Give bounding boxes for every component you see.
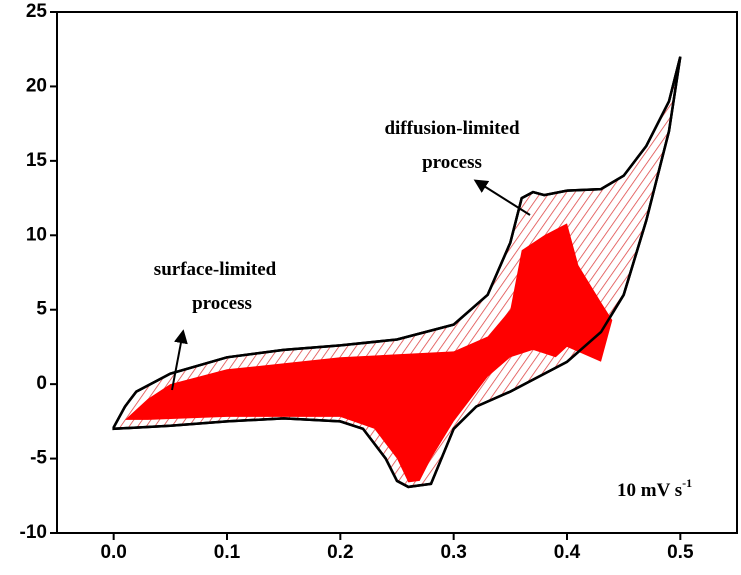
y-tick-label: 15	[26, 150, 48, 171]
annotation-arrow	[171, 329, 188, 391]
cv-outline	[112, 56, 682, 489]
annotation-sup: -1	[682, 476, 692, 490]
annotation: 10 mV s-1	[617, 476, 692, 501]
x-tick-label: 0.2	[327, 542, 353, 563]
y-tick-label: 25	[26, 1, 48, 22]
y-tick-label: 0	[36, 373, 47, 394]
annotation-text: 10 mV s	[617, 480, 682, 501]
annotation-arrow	[473, 179, 531, 216]
x-tick-label: 0.1	[214, 542, 241, 563]
annotation: diffusion-limited	[384, 118, 520, 139]
y-tick-label: 20	[26, 75, 47, 96]
x-tick-label: 0.4	[554, 542, 581, 563]
x-tick-label: 0.0	[100, 542, 126, 563]
annotation: process	[422, 152, 482, 173]
y-tick-label: -5	[30, 448, 47, 469]
surface-region	[125, 223, 613, 483]
x-tick-label: 0.3	[440, 542, 466, 563]
y-tick-label: 10	[26, 224, 47, 245]
y-tick-label: 5	[36, 299, 47, 320]
annotation: process	[192, 293, 252, 314]
y-tick-label: -10	[20, 522, 47, 543]
plot-frame	[56, 11, 738, 534]
annotation: surface-limited	[154, 259, 277, 280]
x-tick-label: 0.5	[667, 542, 694, 563]
plot-area	[112, 56, 682, 489]
